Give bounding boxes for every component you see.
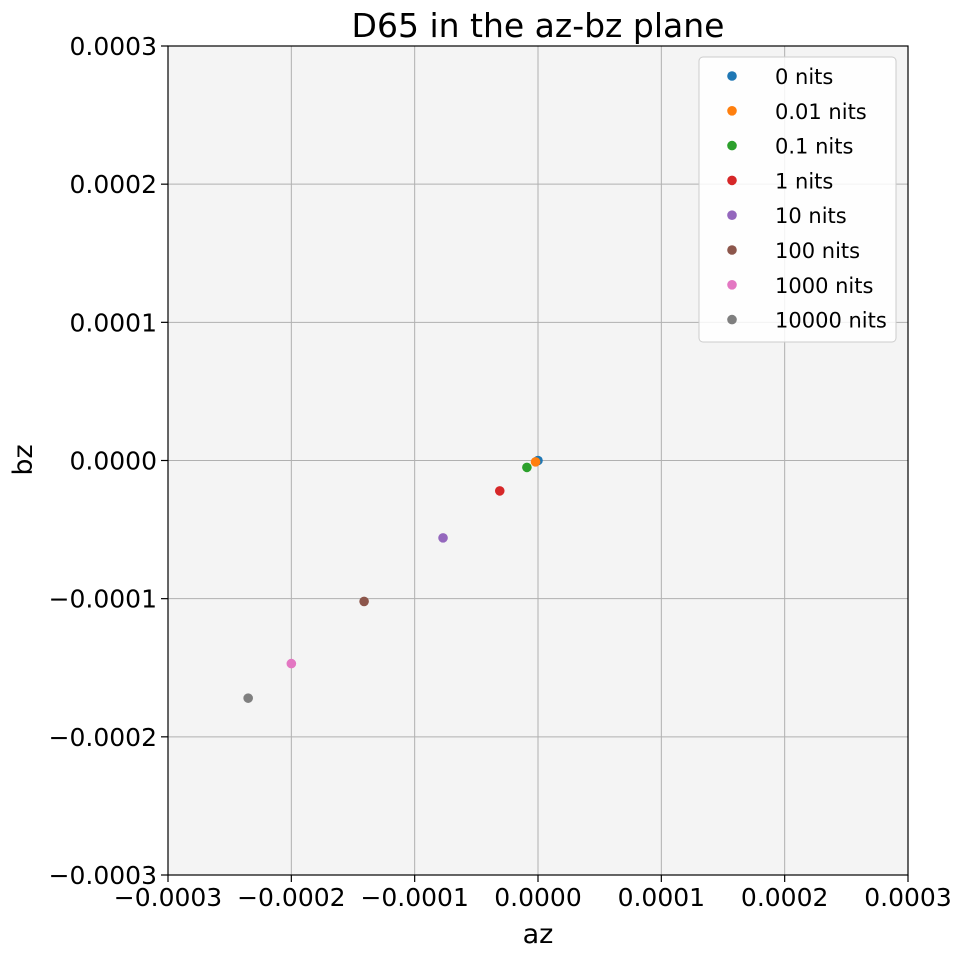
data-point: [438, 533, 448, 543]
legend: 0 nits 0.01 nits 0.1 nits 1 nits 10 nits 100 …: [698, 56, 897, 343]
y-tick-label: 0.0003: [70, 32, 157, 61]
data-point: [530, 457, 541, 467]
legend-marker: [727, 210, 737, 220]
legend-marker: [727, 280, 737, 290]
y-axis-label: bz: [8, 444, 39, 475]
legend-label: 1 nits: [775, 169, 833, 193]
y-tick-label: −0.0003: [49, 861, 157, 890]
legend-marker: [727, 245, 737, 255]
x-tick-label: 0.0001: [618, 883, 705, 912]
axis-ticks: −0.0003 −0.0002 −0.0001 0.0000 0.0001 0.0002 0…: [49, 32, 952, 912]
legend-marker: [727, 71, 737, 81]
y-tick-label: 0.0000: [70, 447, 157, 476]
legend-marker: [727, 106, 737, 116]
data-point: [243, 693, 253, 703]
x-tick-label: 0.0000: [494, 883, 581, 912]
legend-label: 10000 nits: [775, 309, 887, 333]
x-tick-label: 0.0002: [741, 883, 828, 912]
data-points: [243, 455, 543, 703]
legend-label: 1000 nits: [775, 274, 873, 298]
legend-marker: [727, 140, 737, 151]
legend-label: 10 nits: [775, 204, 847, 228]
y-tick-label: −0.0001: [49, 585, 157, 614]
x-tick-label: −0.0003: [114, 883, 222, 912]
data-point: [286, 658, 297, 669]
x-tick-label: −0.0001: [360, 883, 468, 912]
legend-label: 100 nits: [775, 239, 860, 263]
y-tick-label: 0.0002: [70, 170, 157, 199]
y-tick-label: 0.0001: [70, 308, 157, 337]
legend-label: 0 nits: [775, 65, 833, 89]
x-axis-label: az: [523, 919, 554, 950]
legend-marker: [727, 175, 737, 186]
data-point: [494, 486, 505, 496]
data-point: [522, 462, 532, 473]
legend-box: [698, 56, 897, 343]
legend-label: 0.1 nits: [775, 135, 853, 159]
x-tick-label: 0.0003: [864, 883, 951, 912]
y-tick-label: −0.0002: [49, 723, 157, 752]
legend-label: 0.01 nits: [775, 100, 867, 124]
legend-marker: [727, 314, 737, 325]
data-point: [359, 596, 369, 607]
x-tick-label: −0.0002: [237, 883, 345, 912]
chart-title: D65 in the az-bz plane: [352, 6, 725, 45]
